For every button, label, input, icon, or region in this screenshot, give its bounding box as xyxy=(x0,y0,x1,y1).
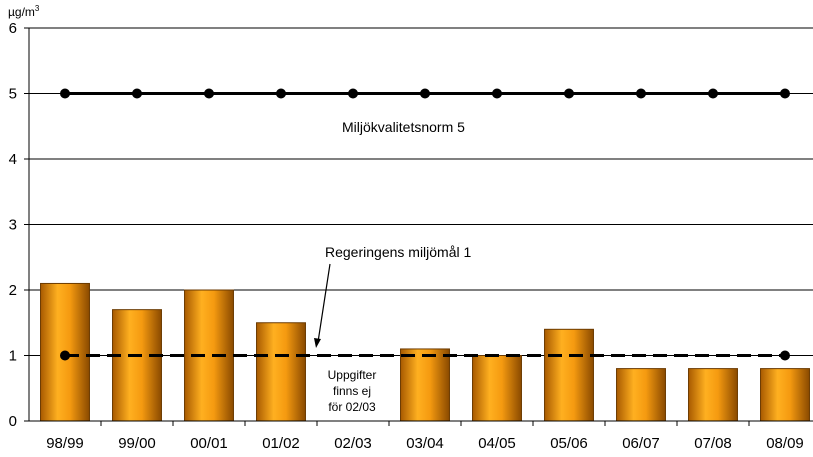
norm-marker xyxy=(780,88,790,99)
x-tick-label: 98/99 xyxy=(46,435,84,452)
y-tick-label: 2 xyxy=(9,282,17,299)
norm-marker xyxy=(564,88,574,99)
norm-marker xyxy=(492,88,502,99)
x-tick-label: 99/00 xyxy=(118,435,156,452)
annotation-norm-label: Miljökvalitetsnorm 5 xyxy=(342,119,465,135)
y-tick-label: 3 xyxy=(9,217,17,234)
x-axis-ticks: 98/99 99/00 00/01 01/02 02/03 03/04 04/05 05/06… xyxy=(46,421,804,452)
annotation-goal-arrowhead xyxy=(314,338,321,348)
y-tick-label: 0 xyxy=(9,413,17,430)
y-tick-label: 6 xyxy=(9,20,17,37)
y-axis-ticks: 0 1 2 3 4 5 6 xyxy=(9,20,29,430)
bar xyxy=(544,328,594,422)
x-tick-label: 06/07 xyxy=(622,435,660,452)
x-tick-label: 00/01 xyxy=(190,435,228,452)
bar xyxy=(616,368,666,422)
bar xyxy=(760,368,810,422)
bar xyxy=(400,348,450,422)
x-tick-label: 04/05 xyxy=(478,435,516,452)
axes xyxy=(28,28,813,422)
bar xyxy=(472,355,522,422)
norm-marker xyxy=(204,88,214,99)
annotation-goal-label: Regeringens miljömål 1 xyxy=(325,244,472,260)
bar xyxy=(256,322,306,422)
norm-marker xyxy=(348,88,358,99)
norm-marker xyxy=(420,88,430,99)
y-tick-label: 1 xyxy=(9,348,17,365)
annotation-goal-arrow xyxy=(317,263,331,343)
norm-marker xyxy=(636,88,646,99)
norm-marker xyxy=(708,88,718,99)
norm-marker xyxy=(60,88,70,99)
y-tick-label: 4 xyxy=(9,151,17,168)
x-tick-label: 01/02 xyxy=(262,435,300,452)
x-tick-label: 05/06 xyxy=(550,435,588,452)
y-tick-label: 5 xyxy=(9,86,17,103)
x-tick-label: 02/03 xyxy=(334,435,372,452)
norm-marker xyxy=(276,88,286,99)
bar xyxy=(688,368,738,422)
bar-series xyxy=(40,282,810,422)
x-tick-label: 03/04 xyxy=(406,435,444,452)
goal-marker xyxy=(60,350,70,361)
goal-marker xyxy=(780,350,790,361)
norm-marker xyxy=(132,88,142,99)
missing-data-note-line-1: Uppgifter xyxy=(328,368,377,382)
gridlines xyxy=(29,27,813,356)
x-tick-label: 07/08 xyxy=(694,435,732,452)
missing-data-note-line-2: finns ej xyxy=(333,384,371,398)
bar xyxy=(112,309,162,422)
reference-lines xyxy=(60,88,790,361)
x-tick-label: 08/09 xyxy=(766,435,804,452)
missing-data-note-line-3: för 02/03 xyxy=(328,400,376,414)
y-axis-unit-label: µg/m3 xyxy=(8,4,40,19)
